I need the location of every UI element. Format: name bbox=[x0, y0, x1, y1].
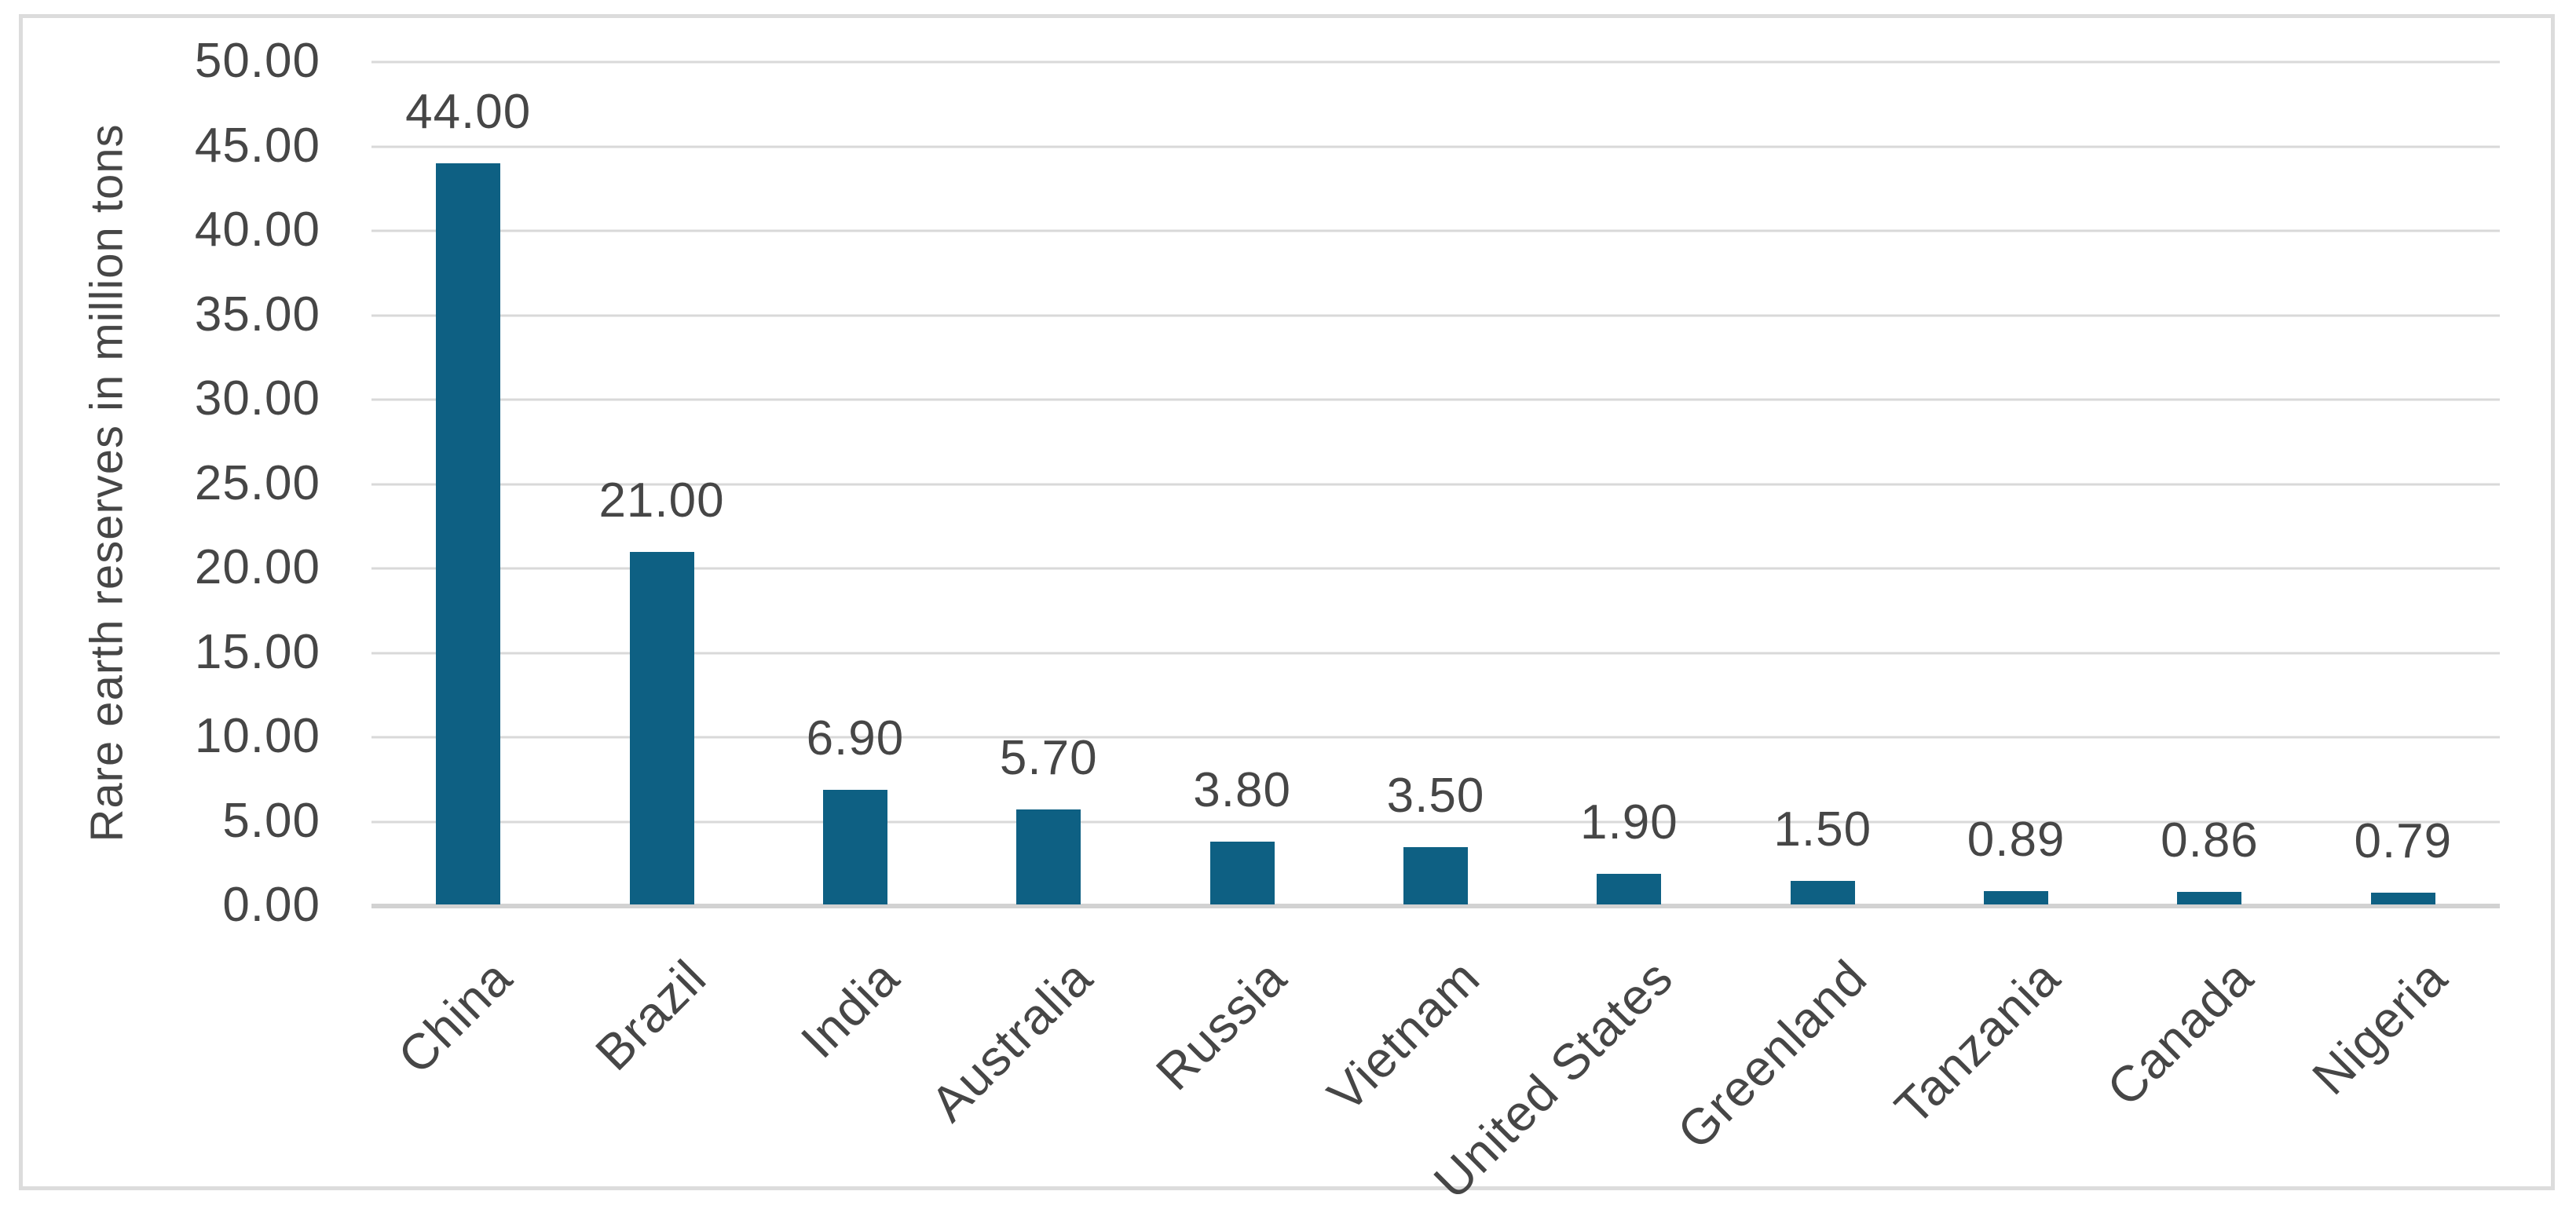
x-axis-line bbox=[371, 904, 2500, 908]
y-tick-label: 0.00 bbox=[222, 878, 320, 933]
bar bbox=[1403, 846, 1468, 904]
gridline bbox=[371, 229, 2500, 232]
gridline bbox=[371, 736, 2500, 739]
chart-frame bbox=[19, 14, 2555, 1190]
gridline bbox=[371, 652, 2500, 654]
bar-value-label: 0.86 bbox=[2161, 813, 2259, 868]
bar bbox=[1984, 890, 2049, 904]
y-tick-label: 35.00 bbox=[194, 287, 320, 342]
y-tick-label: 20.00 bbox=[194, 540, 320, 595]
bar bbox=[822, 789, 887, 904]
bar bbox=[2370, 893, 2435, 904]
gridline bbox=[371, 314, 2500, 316]
bar-value-label: 1.90 bbox=[1580, 795, 1678, 850]
bar-value-label: 21.00 bbox=[598, 473, 725, 528]
y-tick-label: 25.00 bbox=[194, 455, 320, 510]
bar-value-label: 6.90 bbox=[806, 711, 905, 765]
y-tick-label: 10.00 bbox=[194, 709, 320, 764]
bar bbox=[629, 551, 694, 904]
bar-value-label: 1.50 bbox=[1773, 802, 1872, 857]
y-tick-label: 40.00 bbox=[194, 203, 320, 258]
gridline bbox=[371, 567, 2500, 570]
bar bbox=[2177, 891, 2242, 904]
y-tick-label: 45.00 bbox=[194, 118, 320, 173]
gridline bbox=[371, 483, 2500, 485]
bar-value-label: 3.80 bbox=[1193, 763, 1291, 818]
bar bbox=[1790, 880, 1855, 904]
gridline bbox=[371, 145, 2500, 148]
gridline bbox=[371, 820, 2500, 823]
bar-value-label: 44.00 bbox=[405, 85, 532, 139]
bar-value-label: 3.50 bbox=[1386, 768, 1485, 823]
bar bbox=[436, 163, 501, 904]
y-tick-label: 15.00 bbox=[194, 624, 320, 679]
bar bbox=[1597, 874, 1662, 904]
bar-value-label: 0.79 bbox=[2354, 814, 2453, 868]
bar-value-label: 5.70 bbox=[999, 731, 1098, 786]
y-tick-label: 50.00 bbox=[194, 34, 320, 89]
y-tick-label: 30.00 bbox=[194, 371, 320, 426]
y-tick-label: 5.00 bbox=[222, 793, 320, 848]
bar bbox=[1016, 809, 1081, 904]
bar-value-label: 0.89 bbox=[1967, 812, 2066, 867]
gridline bbox=[371, 60, 2500, 64]
bar bbox=[1209, 842, 1275, 904]
gridline bbox=[371, 398, 2500, 401]
